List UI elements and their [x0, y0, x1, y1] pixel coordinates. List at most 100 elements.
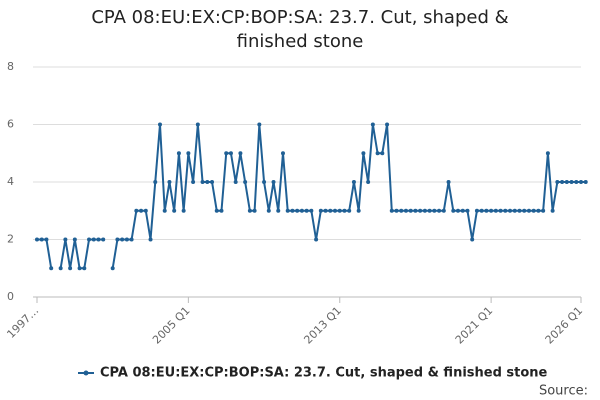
data-point [508, 208, 513, 213]
data-point [162, 208, 167, 213]
data-point [342, 208, 347, 213]
source-label: Source: [539, 384, 588, 399]
data-point [422, 208, 427, 213]
data-point [531, 208, 536, 213]
data-point [214, 208, 219, 213]
data-point [148, 237, 153, 242]
data-point [432, 208, 437, 213]
data-point [470, 237, 475, 242]
data-point [437, 208, 442, 213]
data-point [68, 266, 73, 271]
data-point [210, 180, 215, 184]
data-point [304, 208, 309, 213]
data-point [550, 208, 555, 213]
data-point [72, 237, 77, 242]
data-point [205, 180, 210, 184]
data-point [44, 237, 49, 242]
data-point [318, 208, 323, 213]
data-point [314, 237, 319, 242]
data-point [200, 180, 205, 184]
data-point [574, 180, 579, 184]
data-point [134, 208, 139, 213]
data-point [408, 208, 413, 213]
x-tick-label: 2013 Q1 [301, 304, 344, 347]
series-line [37, 124, 586, 270]
data-point [167, 180, 172, 184]
data-point [77, 266, 82, 271]
data-point [120, 237, 125, 242]
data-point [413, 208, 418, 213]
data-point [139, 208, 144, 213]
y-tick-label: 0 [7, 290, 14, 303]
data-point [503, 208, 508, 213]
data-point [49, 266, 54, 271]
data-point [295, 208, 300, 213]
data-point [280, 151, 285, 156]
data-point [418, 208, 423, 213]
data-point [63, 237, 68, 242]
data-point [389, 208, 394, 213]
data-point [262, 180, 267, 184]
data-point [380, 151, 385, 156]
data-point [385, 122, 390, 127]
data-point [489, 208, 494, 213]
x-tick-label: 1997… [4, 304, 41, 341]
data-point [181, 208, 186, 213]
data-point [394, 208, 399, 213]
data-point [560, 180, 565, 184]
y-tick-label: 6 [7, 118, 14, 131]
data-point [526, 208, 531, 213]
data-point [191, 180, 196, 184]
data-point [257, 122, 262, 127]
data-point [536, 208, 541, 213]
x-tick-label: 2005 Q1 [150, 304, 193, 347]
data-point [465, 208, 470, 213]
data-point [564, 180, 569, 184]
data-point [356, 208, 361, 213]
data-point [247, 208, 252, 213]
data-point [545, 151, 550, 156]
data-point [517, 208, 522, 213]
data-point [252, 208, 257, 213]
data-point [82, 266, 87, 271]
y-tick-label: 4 [7, 175, 14, 188]
data-point [337, 208, 342, 213]
legend-label: CPA 08:EU:EX:CP:BOP:SA: 23.7. Cut, shape… [100, 366, 548, 381]
data-point [479, 208, 484, 213]
data-point [441, 208, 446, 213]
data-point [290, 208, 295, 213]
data-point [484, 208, 489, 213]
data-point [96, 237, 101, 242]
data-point [333, 208, 338, 213]
data-point [347, 208, 352, 213]
data-point [39, 237, 44, 242]
data-point [361, 151, 366, 156]
data-point [233, 180, 238, 184]
data-point [101, 237, 106, 242]
data-point [460, 208, 465, 213]
data-point [375, 151, 380, 156]
data-point [446, 180, 451, 184]
data-point [583, 180, 588, 184]
data-point [366, 180, 371, 184]
y-tick-label: 8 [7, 60, 14, 73]
data-point [474, 208, 479, 213]
data-point [110, 266, 115, 271]
data-point [328, 208, 333, 213]
data-point [285, 208, 290, 213]
data-point [403, 208, 408, 213]
data-point [87, 237, 92, 242]
data-point [276, 208, 281, 213]
data-point [143, 208, 148, 213]
data-point [172, 208, 177, 213]
data-point [512, 208, 517, 213]
data-point [323, 208, 328, 213]
data-point [195, 122, 200, 127]
data-point [228, 151, 233, 156]
x-tick-label: 2021 Q1 [453, 304, 496, 347]
data-point [522, 208, 527, 213]
data-point [427, 208, 432, 213]
data-point [299, 208, 304, 213]
y-tick-label: 2 [7, 233, 14, 246]
